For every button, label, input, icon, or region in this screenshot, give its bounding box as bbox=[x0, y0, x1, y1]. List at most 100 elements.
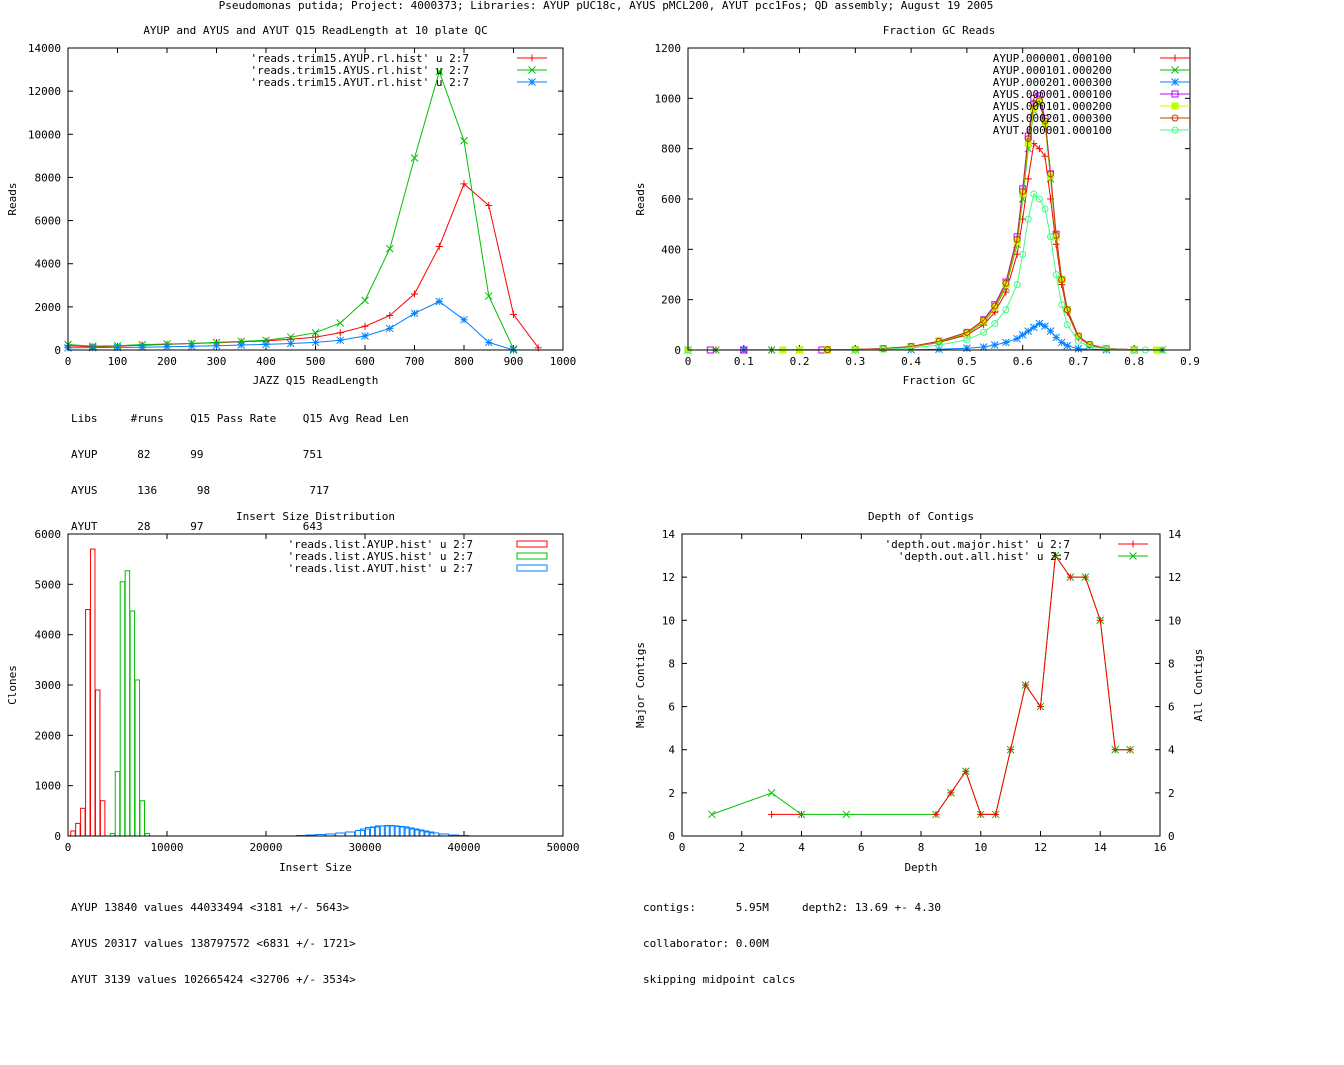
x-tick-label: 400 bbox=[256, 355, 276, 368]
insert-summary: AYUP 13840 values 44033494 <3181 +/- 564… bbox=[71, 878, 356, 1010]
data-point-d2 bbox=[1018, 331, 1027, 339]
legend-swatch bbox=[516, 564, 548, 572]
x-tick-label: 0 bbox=[679, 841, 686, 854]
x-tick-label: 1000 bbox=[550, 355, 577, 368]
x-tick-label: 0.4 bbox=[901, 355, 921, 368]
x-tick-label: 2 bbox=[738, 841, 745, 854]
data-point bbox=[1019, 250, 1027, 258]
series-1 bbox=[708, 551, 1134, 819]
legend: 'reads.list.AYUP.hist' u 2:7'reads.list.… bbox=[288, 538, 548, 575]
page-title: Pseudomonas putida; Project: 4000373; Li… bbox=[219, 0, 994, 12]
legend-label: 'reads.trim15.AYUT.rl.hist' u 2:7 bbox=[250, 76, 469, 89]
x-axis-label: Depth bbox=[904, 861, 937, 874]
data-point bbox=[1024, 215, 1032, 223]
y-tick-label: 0 bbox=[54, 830, 61, 843]
x-tick-label: 30000 bbox=[348, 841, 381, 854]
data-point-d2 bbox=[410, 309, 419, 318]
x-tick-label: 0.5 bbox=[957, 355, 977, 368]
y2-tick-label: 0 bbox=[1168, 830, 1175, 843]
histogram-bar bbox=[99, 800, 106, 837]
data-point bbox=[1002, 306, 1010, 314]
readlength-summary-header: Libs #runs Q15 Pass Rate Q15 Avg Read Le… bbox=[71, 412, 409, 425]
x-tick-label: 0.7 bbox=[1069, 355, 1089, 368]
x-axis-label: Fraction GC bbox=[903, 374, 976, 387]
y-tick-label: 1200 bbox=[655, 42, 682, 55]
data-point-d2 bbox=[237, 337, 246, 346]
series-line bbox=[67, 183, 539, 349]
y-axis-label: Clones bbox=[6, 665, 19, 705]
y-tick-label: 14000 bbox=[28, 42, 61, 55]
data-point-d2 bbox=[1063, 341, 1072, 350]
x-tick-label: 8 bbox=[918, 841, 925, 854]
x-tick-label: 0.2 bbox=[790, 355, 810, 368]
histogram-bar bbox=[94, 689, 101, 837]
histogram-bar bbox=[134, 679, 141, 837]
y2-axis-label: All Contigs bbox=[1192, 649, 1205, 722]
y-tick-label: 200 bbox=[661, 294, 681, 307]
histogram-bar bbox=[345, 831, 356, 837]
plot-border bbox=[681, 533, 1161, 837]
legend-marker bbox=[1171, 90, 1179, 98]
legend-label: 'reads.trim15.AYUP.rl.hist' u 2:7 bbox=[250, 52, 469, 65]
data-point-d2 bbox=[311, 328, 320, 337]
histogram-bar bbox=[114, 771, 121, 837]
legend-label: AYUT.000001.000100 bbox=[993, 124, 1112, 137]
series-0 bbox=[684, 140, 1166, 354]
data-point bbox=[1013, 235, 1021, 243]
series-1 bbox=[684, 99, 1166, 354]
x-axis-label: JAZZ Q15 ReadLength bbox=[253, 374, 379, 387]
insert-summary-line: AYUP 13840 values 44033494 <3181 +/- 564… bbox=[71, 901, 350, 914]
plot-area bbox=[70, 548, 563, 837]
data-point-d2 bbox=[484, 292, 493, 300]
data-point bbox=[935, 341, 943, 349]
chart-title: Fraction GC Reads bbox=[883, 24, 996, 37]
legend-label: AYUP.000001.000100 bbox=[993, 52, 1112, 65]
legend-marker-d2 bbox=[1171, 78, 1179, 86]
data-point-d2 bbox=[1041, 322, 1049, 330]
x-tick-label: 0 bbox=[685, 355, 692, 368]
y2-tick-label: 10 bbox=[1168, 614, 1181, 627]
data-point bbox=[1013, 281, 1021, 289]
data-point bbox=[1041, 117, 1049, 125]
readlength-summary-table: Libs #runs Q15 Pass Rate Q15 Avg Read Le… bbox=[71, 389, 409, 557]
data-point-d2 bbox=[1057, 338, 1066, 347]
data-point bbox=[1086, 342, 1094, 350]
x-tick-label: 20000 bbox=[249, 841, 282, 854]
data-point-d2 bbox=[435, 297, 444, 306]
data-point-d2 bbox=[311, 338, 320, 347]
legend: 'reads.trim15.AYUP.rl.hist' u 2:7'reads.… bbox=[250, 52, 547, 89]
x-tick-label: 0.6 bbox=[1013, 355, 1033, 368]
data-point-d2 bbox=[484, 338, 493, 347]
data-point bbox=[1002, 279, 1010, 287]
data-point bbox=[1086, 340, 1094, 348]
data-point-d2 bbox=[1074, 344, 1083, 353]
data-point bbox=[991, 302, 999, 310]
y2-tick-label: 2 bbox=[1168, 787, 1175, 800]
y-tick-label: 800 bbox=[661, 143, 681, 156]
depth-summary-line: skipping midpoint calcs bbox=[643, 973, 796, 986]
x-tick-label: 300 bbox=[207, 355, 227, 368]
data-point-d2 bbox=[163, 342, 171, 351]
x-tick-label: 0.9 bbox=[1180, 355, 1200, 368]
legend-label: 'reads.trim15.AYUS.rl.hist' u 2:7 bbox=[250, 64, 469, 77]
data-point bbox=[1030, 99, 1038, 107]
data-point-d2 bbox=[212, 341, 221, 350]
legend: 'depth.out.major.hist' u 2:7'depth.out.a… bbox=[885, 538, 1148, 563]
depth-summary-line: collaborator: 0.00M bbox=[643, 937, 769, 950]
readlength-summary-row: AYUS 136 98 717 bbox=[71, 484, 330, 497]
gc-chart: Fraction GC Reads Fraction GC Reads 0 0.1 0.2… bbox=[634, 24, 1200, 387]
legend-marker-d2 bbox=[1171, 66, 1179, 74]
histogram-bar bbox=[70, 830, 76, 837]
series-6 bbox=[684, 190, 1166, 354]
data-point bbox=[1047, 233, 1055, 241]
legend-label: 'reads.list.AYUP.hist' u 2:7 bbox=[288, 538, 473, 551]
x-tick-label: 900 bbox=[504, 355, 524, 368]
data-point-d2 bbox=[460, 315, 468, 324]
x-tick-label: 0.8 bbox=[1124, 355, 1144, 368]
y-tick-label: 2000 bbox=[35, 729, 62, 742]
plot-area bbox=[64, 67, 542, 354]
data-point bbox=[1058, 276, 1066, 284]
histogram-bar bbox=[139, 800, 145, 837]
y-tick-label: 400 bbox=[661, 243, 681, 256]
